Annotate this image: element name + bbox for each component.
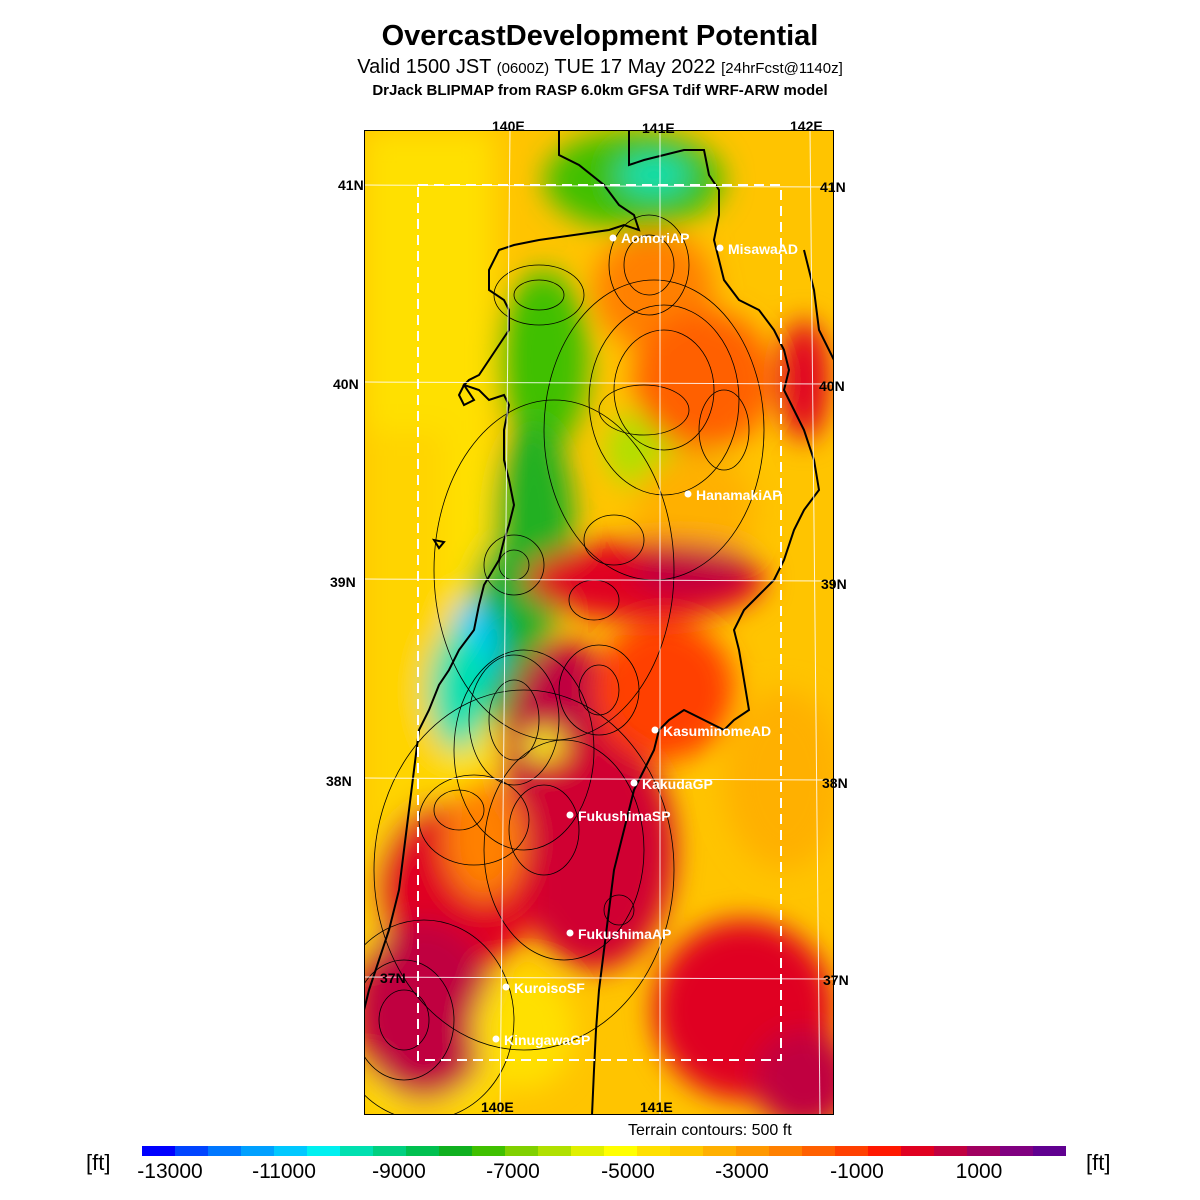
station-label: HanamakiAP [696, 487, 782, 503]
colorbar-swatch [373, 1146, 407, 1156]
terrain-contours [364, 214, 765, 1115]
unit-label-right: [ft] [1086, 1150, 1111, 1175]
lat-label: 41N [338, 177, 364, 193]
lat-label: 40N [333, 376, 359, 392]
lat-label: 38N [822, 775, 848, 791]
valid-label: Valid 1500 JST [357, 56, 492, 78]
zulu-time: (0600Z) [496, 60, 550, 77]
colorbar-swatch [1033, 1146, 1066, 1156]
colorbar-tick: -7000 [486, 1160, 540, 1183]
colorbar-swatch [967, 1146, 1001, 1156]
chart-title: OvercastDevelopment Potential [381, 20, 819, 52]
colorbar-tick: -11000 [252, 1160, 316, 1183]
colorbar-swatch [670, 1146, 704, 1156]
colorbar-tick: -5000 [601, 1160, 655, 1183]
colorbar-swatch [604, 1146, 638, 1156]
colorbar-swatch [538, 1146, 572, 1156]
station-label: MisawaAD [728, 241, 798, 257]
colorbar-swatch [274, 1146, 308, 1156]
lon-label: 141E [642, 120, 675, 136]
colorbar-tick: -3000 [715, 1160, 769, 1183]
lat-label: 37N [380, 970, 406, 986]
valid-time: Valid 1500 JST (0600Z) TUE 17 May 2022 [… [0, 56, 1200, 79]
valid-date: TUE 17 May 2022 [554, 56, 716, 78]
terrain-note: Terrain contours: 500 ft [628, 1122, 792, 1139]
coastline [364, 130, 834, 1115]
colorbar-swatch [769, 1146, 803, 1156]
colorbar-swatch [406, 1146, 440, 1156]
colorbar-tick: -1000 [830, 1160, 884, 1183]
colorbar-swatch [934, 1146, 968, 1156]
colorbar-swatch [637, 1146, 671, 1156]
colorbar-swatch [868, 1146, 902, 1156]
lat-label: 40N [819, 378, 845, 394]
colorbar-tick: 1000 [955, 1160, 1003, 1183]
lon-label: 140E [481, 1099, 514, 1115]
colorbar-swatch [175, 1146, 209, 1156]
forecast-map: AomoriAP MisawaAD HanamakiAP KasuminomeA… [364, 130, 834, 1115]
lon-label: 142E [790, 118, 823, 134]
colorbar-swatch [802, 1146, 836, 1156]
colorbar-swatch [1000, 1146, 1034, 1156]
inner-domain-outline [417, 184, 782, 1061]
station-label: KuroisoSF [514, 980, 585, 996]
colorbar [142, 1146, 1066, 1156]
forecast-info: [24hrFcst@1140z] [721, 60, 843, 77]
model-line: DrJack BLIPMAP from RASP 6.0km GFSA Tdif… [372, 82, 828, 99]
station-label: KinugawaGP [504, 1032, 590, 1048]
lon-label: 140E [492, 118, 525, 134]
colorbar-swatch [505, 1146, 539, 1156]
colorbar-swatch [208, 1146, 242, 1156]
colorbar-swatch [736, 1146, 770, 1156]
colorbar-swatch [835, 1146, 869, 1156]
station-points [492, 234, 724, 1043]
unit-label-left: [ft] [86, 1150, 111, 1175]
lat-label: 39N [821, 576, 847, 592]
lon-label: 141E [640, 1099, 673, 1115]
station-label: AomoriAP [621, 230, 689, 246]
colorbar-swatch [472, 1146, 506, 1156]
station-label: KasuminomeAD [663, 723, 771, 739]
station-label: KakudaGP [642, 776, 713, 792]
lat-label: 37N [823, 972, 849, 988]
colorbar-swatch [571, 1146, 605, 1156]
colorbar-swatch [241, 1146, 275, 1156]
lat-label: 38N [326, 773, 352, 789]
colorbar-swatch [439, 1146, 473, 1156]
lat-label: 41N [820, 179, 846, 195]
colorbar-swatch [703, 1146, 737, 1156]
lat-label: 39N [330, 574, 356, 590]
colorbar-swatch [340, 1146, 374, 1156]
map-frame [364, 130, 834, 1115]
station-label: FukushimaAP [578, 926, 671, 942]
colorbar-swatch [901, 1146, 935, 1156]
colorbar-tick: -9000 [372, 1160, 426, 1183]
station-label: FukushimaSP [578, 808, 671, 824]
colorbar-tick: -13000 [137, 1160, 203, 1183]
colorbar-swatch [307, 1146, 341, 1156]
colorbar-swatch [142, 1146, 176, 1156]
